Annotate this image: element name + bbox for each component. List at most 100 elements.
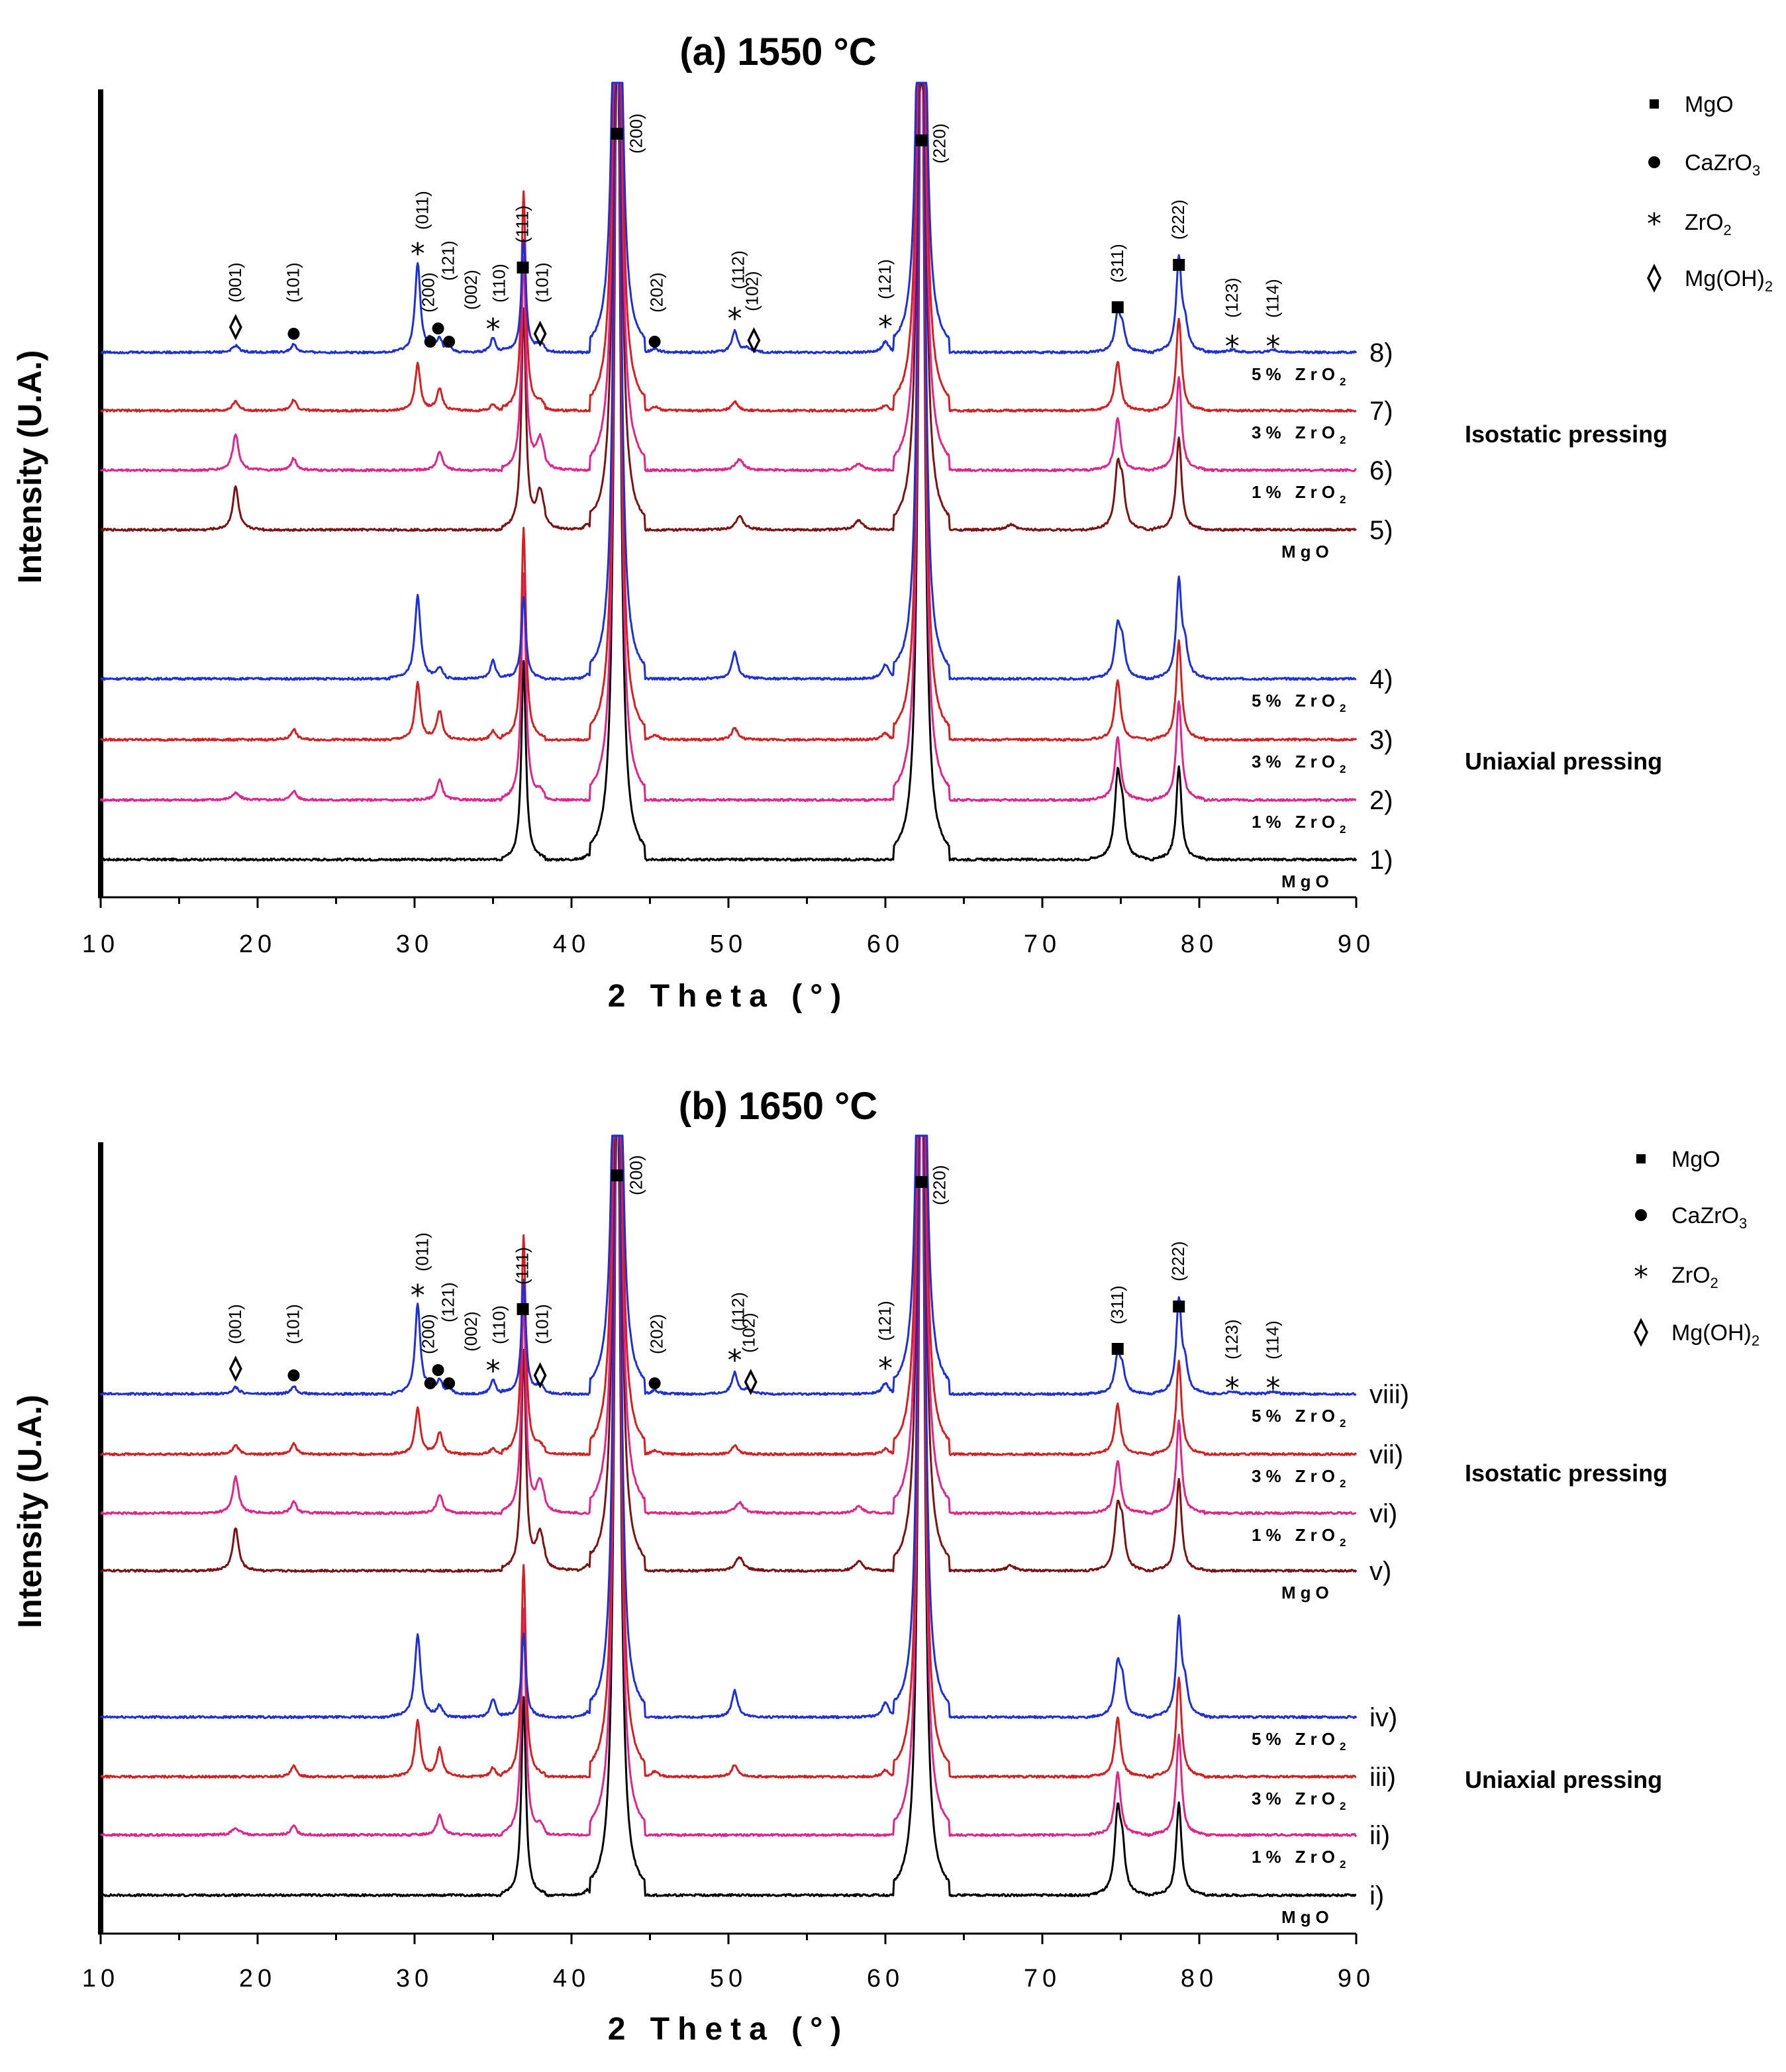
legend-mgoh2-symbol (1647, 264, 1662, 293)
legend-zro2-symbol: * (1647, 207, 1662, 241)
peak-marker-zro2: * (486, 1354, 501, 1388)
peak-marker-mgo (1111, 1343, 1124, 1355)
peak-hkl-label: (311) (1107, 1285, 1127, 1324)
xrd-series-iv (99, 1134, 1358, 1720)
peak-marker-mgo (915, 134, 928, 146)
x-tick-label: 40 (553, 1965, 590, 1993)
peak-hkl-label: (202) (647, 272, 667, 313)
series-composition-label: 3% ZrO2 (1252, 422, 1346, 446)
peak-hkl-label: (011) (413, 191, 432, 230)
peak-hkl-label: (200) (626, 1155, 646, 1195)
series-composition-label: 1% ZrO2 (1252, 812, 1346, 836)
legend-mgoh2-symbol (1634, 1318, 1648, 1347)
legend-label-main: ZrO (1685, 210, 1724, 235)
peak-hkl-label: (220) (930, 123, 950, 164)
peak-marker-cazro3 (443, 1377, 456, 1389)
legend-label: ZrO2 (1671, 1263, 1718, 1291)
peak-hkl-label: (114) (1262, 279, 1282, 318)
series-id-label: 7) (1369, 397, 1393, 426)
x-tick-label: 70 (1024, 930, 1061, 958)
legend-item: MgO (1636, 1147, 1720, 1172)
peak-hkl-label: (001) (225, 262, 245, 303)
x-tick-label: 20 (239, 1965, 276, 1993)
legend-label-main: MgO (1685, 92, 1734, 117)
series-id-label: 2) (1369, 786, 1393, 815)
series-id-label: 8) (1369, 338, 1393, 368)
peak-hkl-label: (123) (1222, 277, 1242, 318)
x-tick-label: 80 (1181, 930, 1218, 958)
xrd-series-vii (99, 1134, 1358, 1457)
series-composition-label: 5% ZrO2 (1252, 1729, 1346, 1753)
xrd-series-v (100, 1134, 1358, 1573)
peak-marker-zro2: * (878, 1352, 893, 1385)
xrd-series-4 (100, 81, 1357, 681)
peak-hkl-label: (121) (438, 1282, 458, 1322)
series-composition-label: MgO (1281, 1583, 1334, 1603)
legend-label: Mg(OH)2 (1671, 1320, 1760, 1349)
peak-marker-zro2: * (486, 313, 501, 346)
legend-label: CaZrO3 (1685, 150, 1760, 179)
peak-hkl-label: (102) (742, 271, 762, 311)
peak-marker-cazro3 (424, 336, 436, 348)
series-composition-label: 5% ZrO2 (1252, 691, 1346, 715)
series-id-label: 6) (1369, 456, 1393, 485)
xrd-series-i (99, 1134, 1357, 1898)
x-tick-label: 10 (82, 1965, 119, 1993)
legend-mgo-symbol (1650, 99, 1659, 109)
peak-marker-zro2: * (1225, 330, 1240, 364)
chart-a-1550: (a) 1550 °C 10 20 30 40 50 60 70 80 90 2 Theta (°)… (11, 30, 1773, 1014)
series-id-label: viii) (1369, 1380, 1409, 1409)
peak-hkl-label: (101) (283, 262, 303, 303)
x-tick-label: 30 (396, 1965, 433, 1993)
legend-item: CaZrO3 (1648, 150, 1760, 179)
peak-hkl-label: (121) (438, 240, 458, 281)
legend-zro2-symbol: * (1634, 1260, 1648, 1294)
peak-marker-mgoh2 (533, 1362, 547, 1389)
peak-hkl-label: (001) (225, 1304, 245, 1344)
group-label: Isostatic pressing (1465, 420, 1667, 448)
x-axis-label: 2 Theta (°) (608, 2012, 850, 2047)
series-composition-label: MgO (1281, 871, 1334, 891)
x-tick-label: 20 (239, 930, 276, 958)
peak-marker-mgo (1173, 1301, 1185, 1312)
x-tick-label: 90 (1338, 930, 1375, 958)
series-id-label: iv) (1369, 1703, 1397, 1732)
series-composition-label: 3% ZrO2 (1252, 752, 1346, 775)
xrd-series-8 (100, 81, 1358, 355)
peak-marker-mgo (517, 262, 529, 273)
x-axis-label: 2 Theta (°) (608, 979, 850, 1014)
series-composition-label: MgO (1281, 1907, 1334, 1927)
series-composition-label: 3% ZrO2 (1252, 1789, 1346, 1812)
peak-marker-cazro3 (648, 1377, 661, 1389)
peak-marker-mgoh2 (228, 314, 242, 340)
series-id-label: vi) (1369, 1499, 1397, 1528)
peak-marker-cazro3 (443, 336, 456, 348)
peak-marker-mgo (611, 128, 623, 140)
series-id-label: 1) (1369, 846, 1393, 875)
x-tick-label: 50 (710, 1965, 747, 1993)
peak-marker-cazro3 (648, 336, 661, 348)
series-composition-label: 1% ZrO2 (1252, 1525, 1346, 1549)
peak-marker-cazro3 (287, 328, 300, 340)
x-tick-label: 60 (867, 1965, 904, 1993)
peak-hkl-label: (200) (626, 113, 646, 154)
series-composition-label: 1% ZrO2 (1252, 1847, 1346, 1871)
xrd-series-1 (100, 81, 1358, 862)
xrd-series-6 (99, 81, 1357, 473)
peak-hkl-label: (102) (739, 1312, 759, 1353)
legend-label-sub: 3 (1752, 162, 1760, 179)
peak-hkl-label: (114) (1262, 1320, 1282, 1359)
series-composition-label: 5% ZrO2 (1252, 364, 1346, 388)
legend-item: * ZrO2 (1647, 207, 1732, 241)
legend-label: CaZrO3 (1671, 1203, 1747, 1232)
peak-marker-mgo (915, 1176, 928, 1188)
peak-marker-zro2: * (878, 310, 893, 344)
chart-title: (a) 1550 °C (679, 30, 876, 74)
legend-label-main: Mg(OH) (1671, 1320, 1752, 1346)
legend-cazro3-symbol (1635, 1209, 1647, 1221)
peak-hkl-label: (222) (1168, 199, 1188, 240)
x-tick-label: 80 (1181, 1965, 1218, 1993)
peak-hkl-label: (011) (413, 1232, 432, 1271)
peak-hkl-label: (202) (647, 1314, 667, 1354)
